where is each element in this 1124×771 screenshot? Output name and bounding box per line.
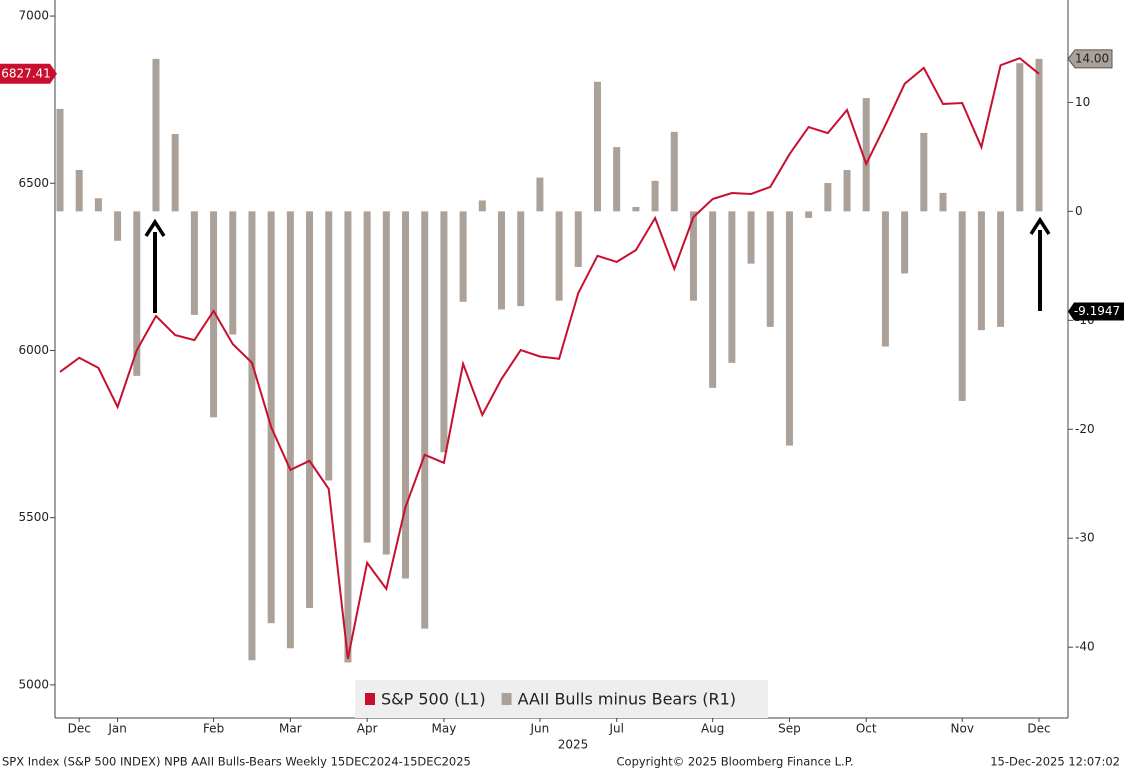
x-tick-label: Oct — [856, 722, 877, 736]
bar — [536, 177, 544, 212]
bar — [709, 211, 717, 388]
last-value-label: 14.00 — [1075, 51, 1109, 65]
bar — [210, 211, 218, 418]
bar — [785, 211, 793, 446]
annotation-pin — [1068, 302, 1124, 321]
last-value-pin — [0, 63, 57, 84]
x-tick-label: Nov — [951, 722, 974, 736]
bar — [881, 211, 889, 347]
bar — [613, 147, 621, 212]
last-value-pin — [1067, 49, 1113, 69]
bar — [920, 132, 928, 212]
bar — [114, 211, 122, 241]
last-value-label: 6827.41 — [1, 66, 51, 80]
bar — [344, 211, 352, 663]
y-tick-label: 6500 — [18, 176, 49, 190]
y-tick-label: 5000 — [18, 677, 49, 691]
arrow — [1029, 216, 1051, 311]
bar — [94, 198, 102, 212]
bar — [421, 211, 429, 629]
footer-center: Copyright© 2025 Bloomberg Finance L.P. — [617, 755, 854, 769]
legend-swatch — [365, 693, 375, 705]
bar — [498, 211, 506, 310]
bar — [728, 211, 736, 363]
bar — [766, 211, 774, 327]
bar — [248, 211, 256, 661]
line — [59, 57, 1040, 659]
legend-label: S&P 500 (L1) — [381, 690, 486, 709]
bar — [862, 98, 870, 212]
bar — [171, 134, 179, 212]
bar — [997, 211, 1005, 327]
bar — [843, 169, 851, 212]
bar — [651, 180, 659, 212]
arrow — [144, 218, 166, 313]
bar — [747, 211, 755, 264]
bar — [382, 211, 390, 555]
y-tick-label: 7000 — [18, 9, 49, 23]
bar — [593, 81, 601, 212]
bar — [306, 211, 314, 608]
bar — [574, 211, 582, 267]
bar — [267, 211, 275, 624]
x-tick-label: Jul — [608, 722, 623, 736]
footer-left: SPX Index (S&P 500 INDEX) NPB AAII Bulls… — [2, 755, 471, 769]
bar — [517, 211, 525, 307]
y-tick-label: 6000 — [18, 343, 49, 357]
bar — [286, 211, 294, 649]
bar — [459, 211, 467, 302]
bar — [478, 200, 486, 212]
bar — [229, 211, 237, 335]
bar — [1016, 63, 1024, 212]
bar — [958, 211, 966, 401]
x-tick-label: Mar — [279, 722, 302, 736]
bar — [325, 211, 333, 481]
x-tick-label: Dec — [68, 722, 91, 736]
bar — [402, 211, 410, 579]
bar — [670, 131, 678, 212]
bar — [901, 211, 909, 274]
footer-right: 15-Dec-2025 12:07:02 — [990, 755, 1120, 769]
y2-tick-label: 10 — [1075, 95, 1090, 109]
y2-tick-label: -30 — [1075, 531, 1095, 545]
x-tick-label: Sep — [778, 722, 801, 736]
x-tick-label: Dec — [1027, 722, 1050, 736]
bar — [824, 183, 832, 212]
bar — [632, 207, 640, 212]
bar — [152, 58, 160, 212]
plot-area — [56, 57, 1043, 663]
bar — [1035, 58, 1043, 212]
bar — [440, 211, 448, 453]
legend-swatch — [501, 693, 512, 705]
bar — [133, 211, 141, 376]
y2-tick-label: 0 — [1075, 204, 1083, 218]
legend-label: AAII Bulls minus Bears (R1) — [518, 690, 736, 709]
legend — [355, 680, 768, 718]
bar — [56, 108, 64, 212]
x-tick-label: Jun — [530, 722, 550, 736]
bar — [75, 169, 83, 212]
bar — [555, 211, 563, 301]
y2-tick-label: -20 — [1075, 422, 1095, 436]
x-tick-label: Aug — [701, 722, 724, 736]
bar — [805, 211, 813, 218]
bar — [689, 211, 697, 301]
y-tick-label: 5500 — [18, 510, 49, 524]
x-tick-label: May — [432, 722, 457, 736]
bar — [363, 211, 371, 543]
bar — [190, 211, 198, 315]
x-tick-label: Feb — [203, 722, 224, 736]
annotation-label: -9.1947 — [1074, 304, 1120, 318]
x-tick-label: Jan — [107, 722, 127, 736]
x-tick-label: Apr — [357, 722, 378, 736]
bar — [977, 211, 985, 331]
year-label: 2025 — [558, 738, 589, 752]
bar — [939, 192, 947, 212]
y2-tick-label: -40 — [1075, 640, 1095, 654]
